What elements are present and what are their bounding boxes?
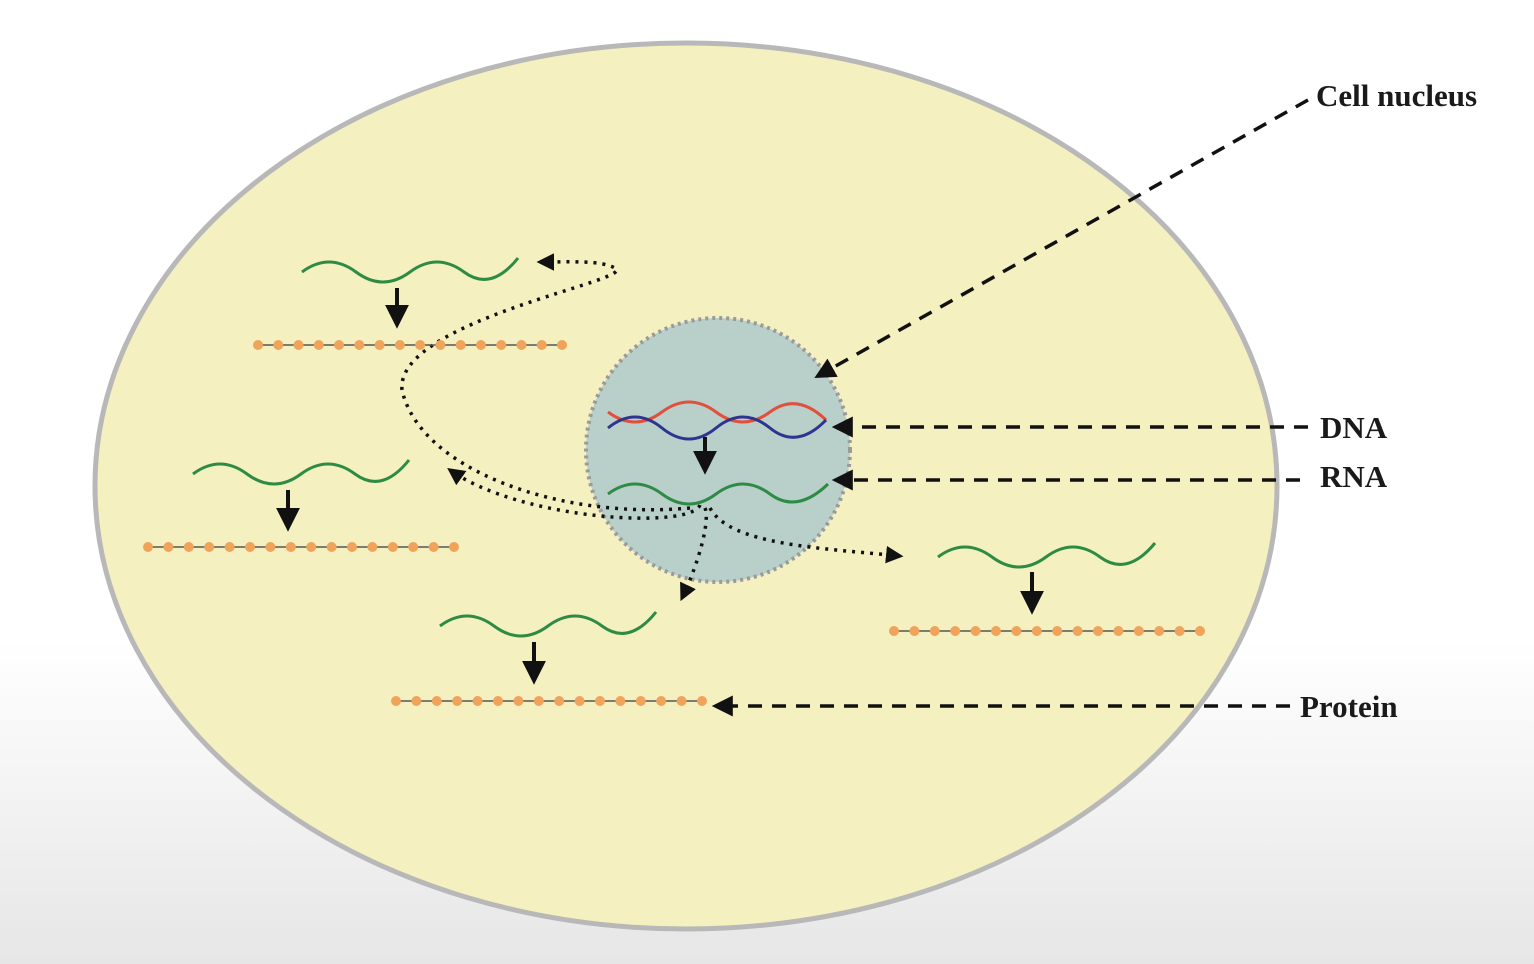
amino-acid-bead xyxy=(475,340,486,350)
amino-acid-bead xyxy=(435,340,446,350)
amino-acid-bead xyxy=(615,696,626,706)
amino-acid-bead xyxy=(183,542,194,552)
cell-nucleus-label: Cell nucleus xyxy=(1316,78,1477,113)
cytoplasmic-rna xyxy=(192,459,411,486)
amino-acid-bead xyxy=(452,696,463,706)
amino-acid-bead xyxy=(411,696,422,706)
amino-acid-bead xyxy=(1154,626,1165,636)
translation-group-right xyxy=(889,542,1205,636)
amino-acid-bead xyxy=(1195,626,1205,636)
protein-chain xyxy=(143,542,459,552)
amino-acid-bead xyxy=(374,340,385,350)
amino-acid-bead xyxy=(285,542,296,552)
protein-chain xyxy=(253,340,567,350)
amino-acid-bead xyxy=(326,542,337,552)
amino-acid-bead xyxy=(253,340,263,350)
cytoplasmic-rna xyxy=(937,542,1157,569)
amino-acid-bead xyxy=(929,626,940,636)
protein-chain xyxy=(889,626,1205,636)
amino-acid-bead xyxy=(265,542,276,552)
amino-acid-bead xyxy=(676,696,687,706)
amino-acid-bead xyxy=(554,696,565,706)
amino-acid-bead xyxy=(163,542,174,552)
amino-acid-bead xyxy=(354,340,365,350)
amino-acid-bead xyxy=(1174,626,1185,636)
cell-nucleus xyxy=(584,316,852,584)
translation-group-mid-left xyxy=(143,459,459,552)
amino-acid-bead xyxy=(574,696,585,706)
dna-helix xyxy=(607,400,828,441)
translation-group-top-left xyxy=(253,257,567,350)
amino-acid-bead xyxy=(472,696,483,706)
amino-acid-bead xyxy=(428,542,439,552)
amino-acid-bead xyxy=(204,542,215,552)
amino-acid-bead xyxy=(1093,626,1103,636)
amino-acid-bead xyxy=(224,542,235,552)
amino-acid-bead xyxy=(408,542,419,552)
amino-acid-bead xyxy=(1133,626,1144,636)
amino-acid-bead xyxy=(516,340,527,350)
amino-acid-bead xyxy=(415,340,426,350)
amino-acid-bead xyxy=(334,340,345,350)
amino-acid-bead xyxy=(496,340,507,350)
amino-acid-bead xyxy=(449,542,459,552)
amino-acid-bead xyxy=(595,696,605,706)
protein-chain xyxy=(391,696,707,706)
amino-acid-bead xyxy=(143,542,153,552)
amino-acid-bead xyxy=(1031,626,1042,636)
amino-acid-bead xyxy=(533,696,544,706)
amino-acid-bead xyxy=(1052,626,1063,636)
amino-acid-bead xyxy=(273,340,284,350)
translation-group-bottom xyxy=(391,611,707,706)
amino-acid-bead xyxy=(1113,626,1124,636)
amino-acid-bead xyxy=(245,542,255,552)
amino-acid-bead xyxy=(306,542,317,552)
amino-acid-bead xyxy=(513,696,524,706)
amino-acid-bead xyxy=(697,696,707,706)
amino-acid-bead xyxy=(394,340,405,350)
amino-acid-bead xyxy=(347,542,357,552)
amino-acid-bead xyxy=(557,340,567,350)
rna-export-paths xyxy=(400,253,904,602)
amino-acid-bead xyxy=(970,626,981,636)
amino-acid-bead xyxy=(293,340,304,350)
amino-acid-bead xyxy=(889,626,899,636)
label-pointers xyxy=(711,98,1309,717)
protein-label: Protein xyxy=(1300,689,1398,724)
nuclear-rna xyxy=(607,482,830,506)
amino-acid-bead xyxy=(367,542,378,552)
amino-acid-bead xyxy=(991,626,1001,636)
cytoplasmic-rna xyxy=(439,611,658,638)
amino-acid-bead xyxy=(493,696,503,706)
amino-acid-bead xyxy=(431,696,442,706)
amino-acid-bead xyxy=(656,696,667,706)
rna-label: RNA xyxy=(1320,459,1388,494)
dna-label: DNA xyxy=(1320,410,1388,445)
amino-acid-bead xyxy=(1072,626,1083,636)
amino-acid-bead xyxy=(909,626,920,636)
amino-acid-bead xyxy=(455,340,466,350)
amino-acid-bead xyxy=(950,626,961,636)
cytoplasmic-rna xyxy=(301,257,520,284)
amino-acid-bead xyxy=(536,340,547,350)
amino-acid-bead xyxy=(635,696,646,706)
amino-acid-bead xyxy=(1011,626,1022,636)
amino-acid-bead xyxy=(387,542,398,552)
amino-acid-bead xyxy=(313,340,324,350)
amino-acid-bead xyxy=(391,696,401,706)
cell-nucleus-pointer xyxy=(814,98,1309,379)
